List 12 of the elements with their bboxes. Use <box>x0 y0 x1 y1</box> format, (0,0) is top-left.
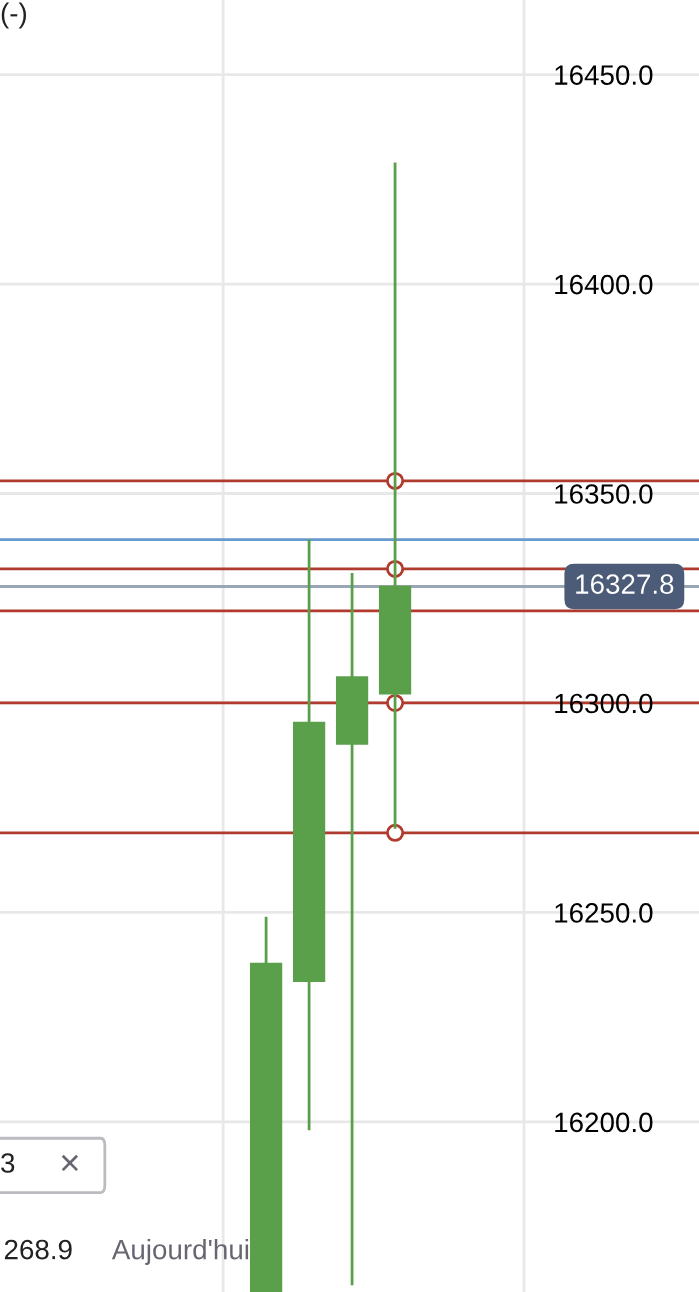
y-tick-label: 16200.0 <box>555 1112 653 1133</box>
candlestick <box>335 571 369 1287</box>
y-tick-label: 16450.0 <box>555 65 653 85</box>
text: (-) <box>1 2 27 29</box>
text: 3 <box>1 1153 15 1173</box>
y-tick-label: 16400.0 <box>555 274 653 295</box>
y-tick-label: 16250.0 <box>555 903 653 923</box>
ref-line-label: 16327.8 <box>576 574 674 594</box>
text: 268.9 <box>4 1239 72 1260</box>
annotation: Aujourd'hui <box>111 1239 249 1265</box>
y-tick-label: 16350.0 <box>555 484 653 504</box>
text: ✕ <box>61 1154 79 1172</box>
